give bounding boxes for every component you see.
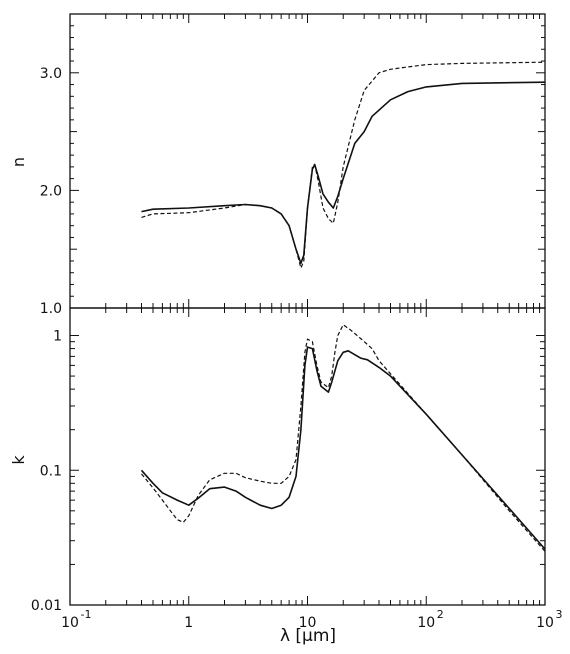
bottom-series-solid <box>140 346 546 550</box>
top-plot-frame <box>69 13 546 309</box>
x-tick-label: 102 <box>417 608 443 631</box>
x-tick-label-exponent: 2 <box>437 608 444 621</box>
bottom-y-tick-label: 0.1 <box>40 463 62 479</box>
bottom-y-tick-label: 0.01 <box>31 598 62 614</box>
bottom-tick-marks <box>69 308 545 606</box>
top-y-tick-label: 2.0 <box>40 183 62 199</box>
top-tick-marks <box>69 13 545 309</box>
top-series-solid <box>141 81 546 265</box>
x-tick-label-exponent: -1 <box>81 608 92 621</box>
x-tick-label: 103 <box>536 608 562 631</box>
x-axis-label: λ [μm] <box>280 626 336 646</box>
x-tick-label-exponent: 3 <box>556 608 563 621</box>
bottom-series-dashed <box>141 324 546 552</box>
bottom-series-group <box>140 324 546 552</box>
x-tick-label-base: 1 <box>184 615 193 631</box>
bottom-y-tick-labels: 0.01 0.1 1 <box>31 329 62 614</box>
x-tick-label-base: 10 <box>61 615 79 631</box>
top-y-axis-label: n <box>9 157 28 167</box>
x-tick-label: 1 <box>184 615 193 631</box>
top-panel: 1.0 2.0 3.0 n <box>9 13 546 317</box>
bottom-y-axis-label: k <box>9 455 28 465</box>
bottom-y-tick-label: 1 <box>53 329 62 345</box>
top-y-tick-label: 3.0 <box>40 66 62 82</box>
x-tick-label-base: 10 <box>417 615 435 631</box>
x-tick-label: 10-1 <box>61 608 91 631</box>
top-series-dashed <box>141 61 546 269</box>
x-tick-label-base: 10 <box>299 615 317 631</box>
top-y-tick-label: 1.0 <box>40 301 62 317</box>
x-tick-label: 10 <box>299 615 317 631</box>
x-tick-label-base: 10 <box>536 615 554 631</box>
top-y-tick-labels: 1.0 2.0 3.0 <box>40 66 62 317</box>
top-series-group <box>141 61 546 269</box>
